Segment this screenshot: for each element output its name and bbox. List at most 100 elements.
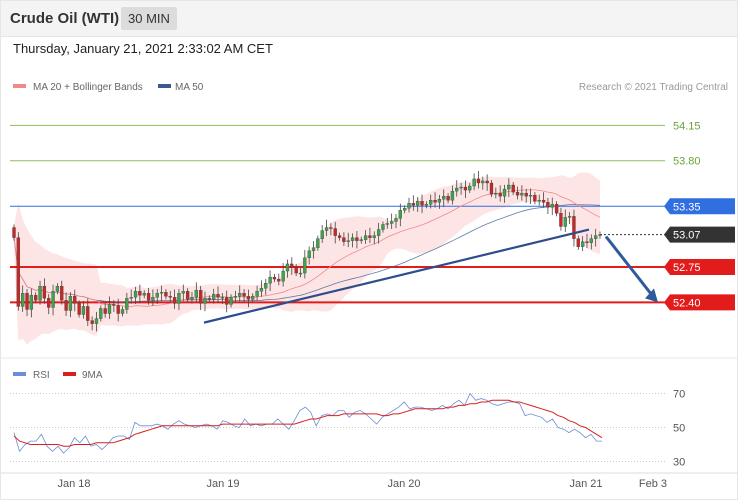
candle: [342, 237, 346, 242]
candle: [411, 203, 415, 206]
candle: [60, 286, 64, 301]
instrument-title: Crude Oil (WTI): [10, 10, 120, 27]
candle: [376, 229, 381, 236]
candle: [129, 297, 133, 299]
candle: [368, 235, 372, 238]
level-label-52.40: 52.40: [673, 297, 701, 309]
candle: [142, 293, 146, 296]
candle: [116, 305, 120, 314]
candle: [468, 185, 472, 191]
candle: [51, 291, 55, 308]
rsi-legend-swatch: [13, 372, 26, 376]
level-label-53.80: 53.80: [673, 156, 701, 168]
candle: [133, 291, 138, 298]
candle: [238, 293, 242, 297]
candle: [255, 291, 259, 297]
candle: [112, 304, 116, 306]
candle: [455, 187, 459, 192]
candle: [259, 288, 264, 292]
candle: [159, 292, 164, 294]
candle: [272, 276, 277, 280]
candle: [212, 294, 216, 300]
ma20-line: [13, 189, 601, 307]
candle: [138, 291, 142, 296]
candle: [537, 200, 541, 202]
candle: [251, 296, 255, 300]
candle: [424, 204, 429, 206]
candle: [329, 227, 333, 229]
candle: [433, 200, 437, 203]
candle: [190, 297, 194, 300]
candle: [446, 195, 450, 201]
candle: [73, 296, 77, 304]
candle: [86, 306, 90, 321]
x-tick-label: Jan 21: [569, 478, 602, 490]
candle: [437, 199, 442, 203]
candle: [203, 298, 207, 304]
ma9-legend-label: 9MA: [82, 370, 103, 381]
candle: [359, 239, 363, 241]
target-arrow: [604, 235, 655, 298]
x-tick-label: Jan 19: [206, 478, 239, 490]
candle: [29, 295, 34, 310]
level-label-52.75: 52.75: [673, 262, 701, 274]
credit-text: Research © 2021 Trading Central: [579, 82, 728, 93]
x-tick-label: Jan 18: [57, 478, 90, 490]
candle: [181, 291, 185, 294]
candle: [146, 293, 151, 301]
candle: [572, 216, 576, 239]
candle: [407, 203, 411, 209]
candle: [194, 290, 198, 298]
candle: [177, 293, 181, 304]
candle: [16, 237, 20, 307]
candle: [372, 235, 376, 238]
candle: [337, 235, 342, 238]
candle: [303, 257, 307, 274]
timeframe-badge[interactable]: 30 MIN: [121, 7, 177, 30]
candle: [585, 241, 589, 243]
candle: [385, 223, 389, 225]
level-badge-53.07: [664, 226, 735, 243]
x-tick-label: Jan 20: [387, 478, 420, 490]
candle: [311, 247, 316, 251]
candle: [285, 263, 290, 272]
candle: [472, 178, 476, 187]
candle: [541, 200, 546, 203]
candle: [94, 318, 99, 324]
ma50-line: [13, 204, 601, 303]
candle: [42, 286, 47, 299]
candle: [489, 182, 494, 195]
candle: [398, 210, 402, 219]
candle: [64, 300, 68, 311]
candle: [476, 178, 481, 184]
level-badge-52.40: [664, 294, 735, 311]
candle: [576, 238, 580, 247]
candle: [594, 235, 598, 239]
candle: [502, 188, 507, 197]
ma9-legend-swatch: [63, 372, 76, 376]
candle: [77, 303, 81, 315]
candle: [38, 286, 42, 301]
candle: [580, 241, 585, 247]
candle: [381, 224, 385, 230]
candle: [264, 283, 268, 289]
candle: [168, 296, 172, 298]
candle: [307, 250, 311, 259]
candle: [528, 194, 533, 197]
candle: [316, 238, 320, 248]
rsi-legend-label: RSI: [33, 370, 50, 381]
ma50-legend-swatch: [158, 84, 171, 88]
level-label-53.07: 53.07: [673, 230, 701, 242]
candle: [242, 293, 246, 297]
candle: [281, 270, 285, 282]
level-badge-52.75: [664, 258, 735, 275]
rsi-tick-30: 30: [673, 457, 685, 469]
candle: [277, 278, 281, 282]
candle: [294, 266, 298, 274]
timestamp: Thursday, January 21, 2021 2:33:02 AM CE…: [13, 41, 273, 56]
candle: [515, 191, 520, 196]
candle: [107, 304, 112, 314]
candle: [485, 180, 489, 184]
candle: [550, 204, 554, 208]
